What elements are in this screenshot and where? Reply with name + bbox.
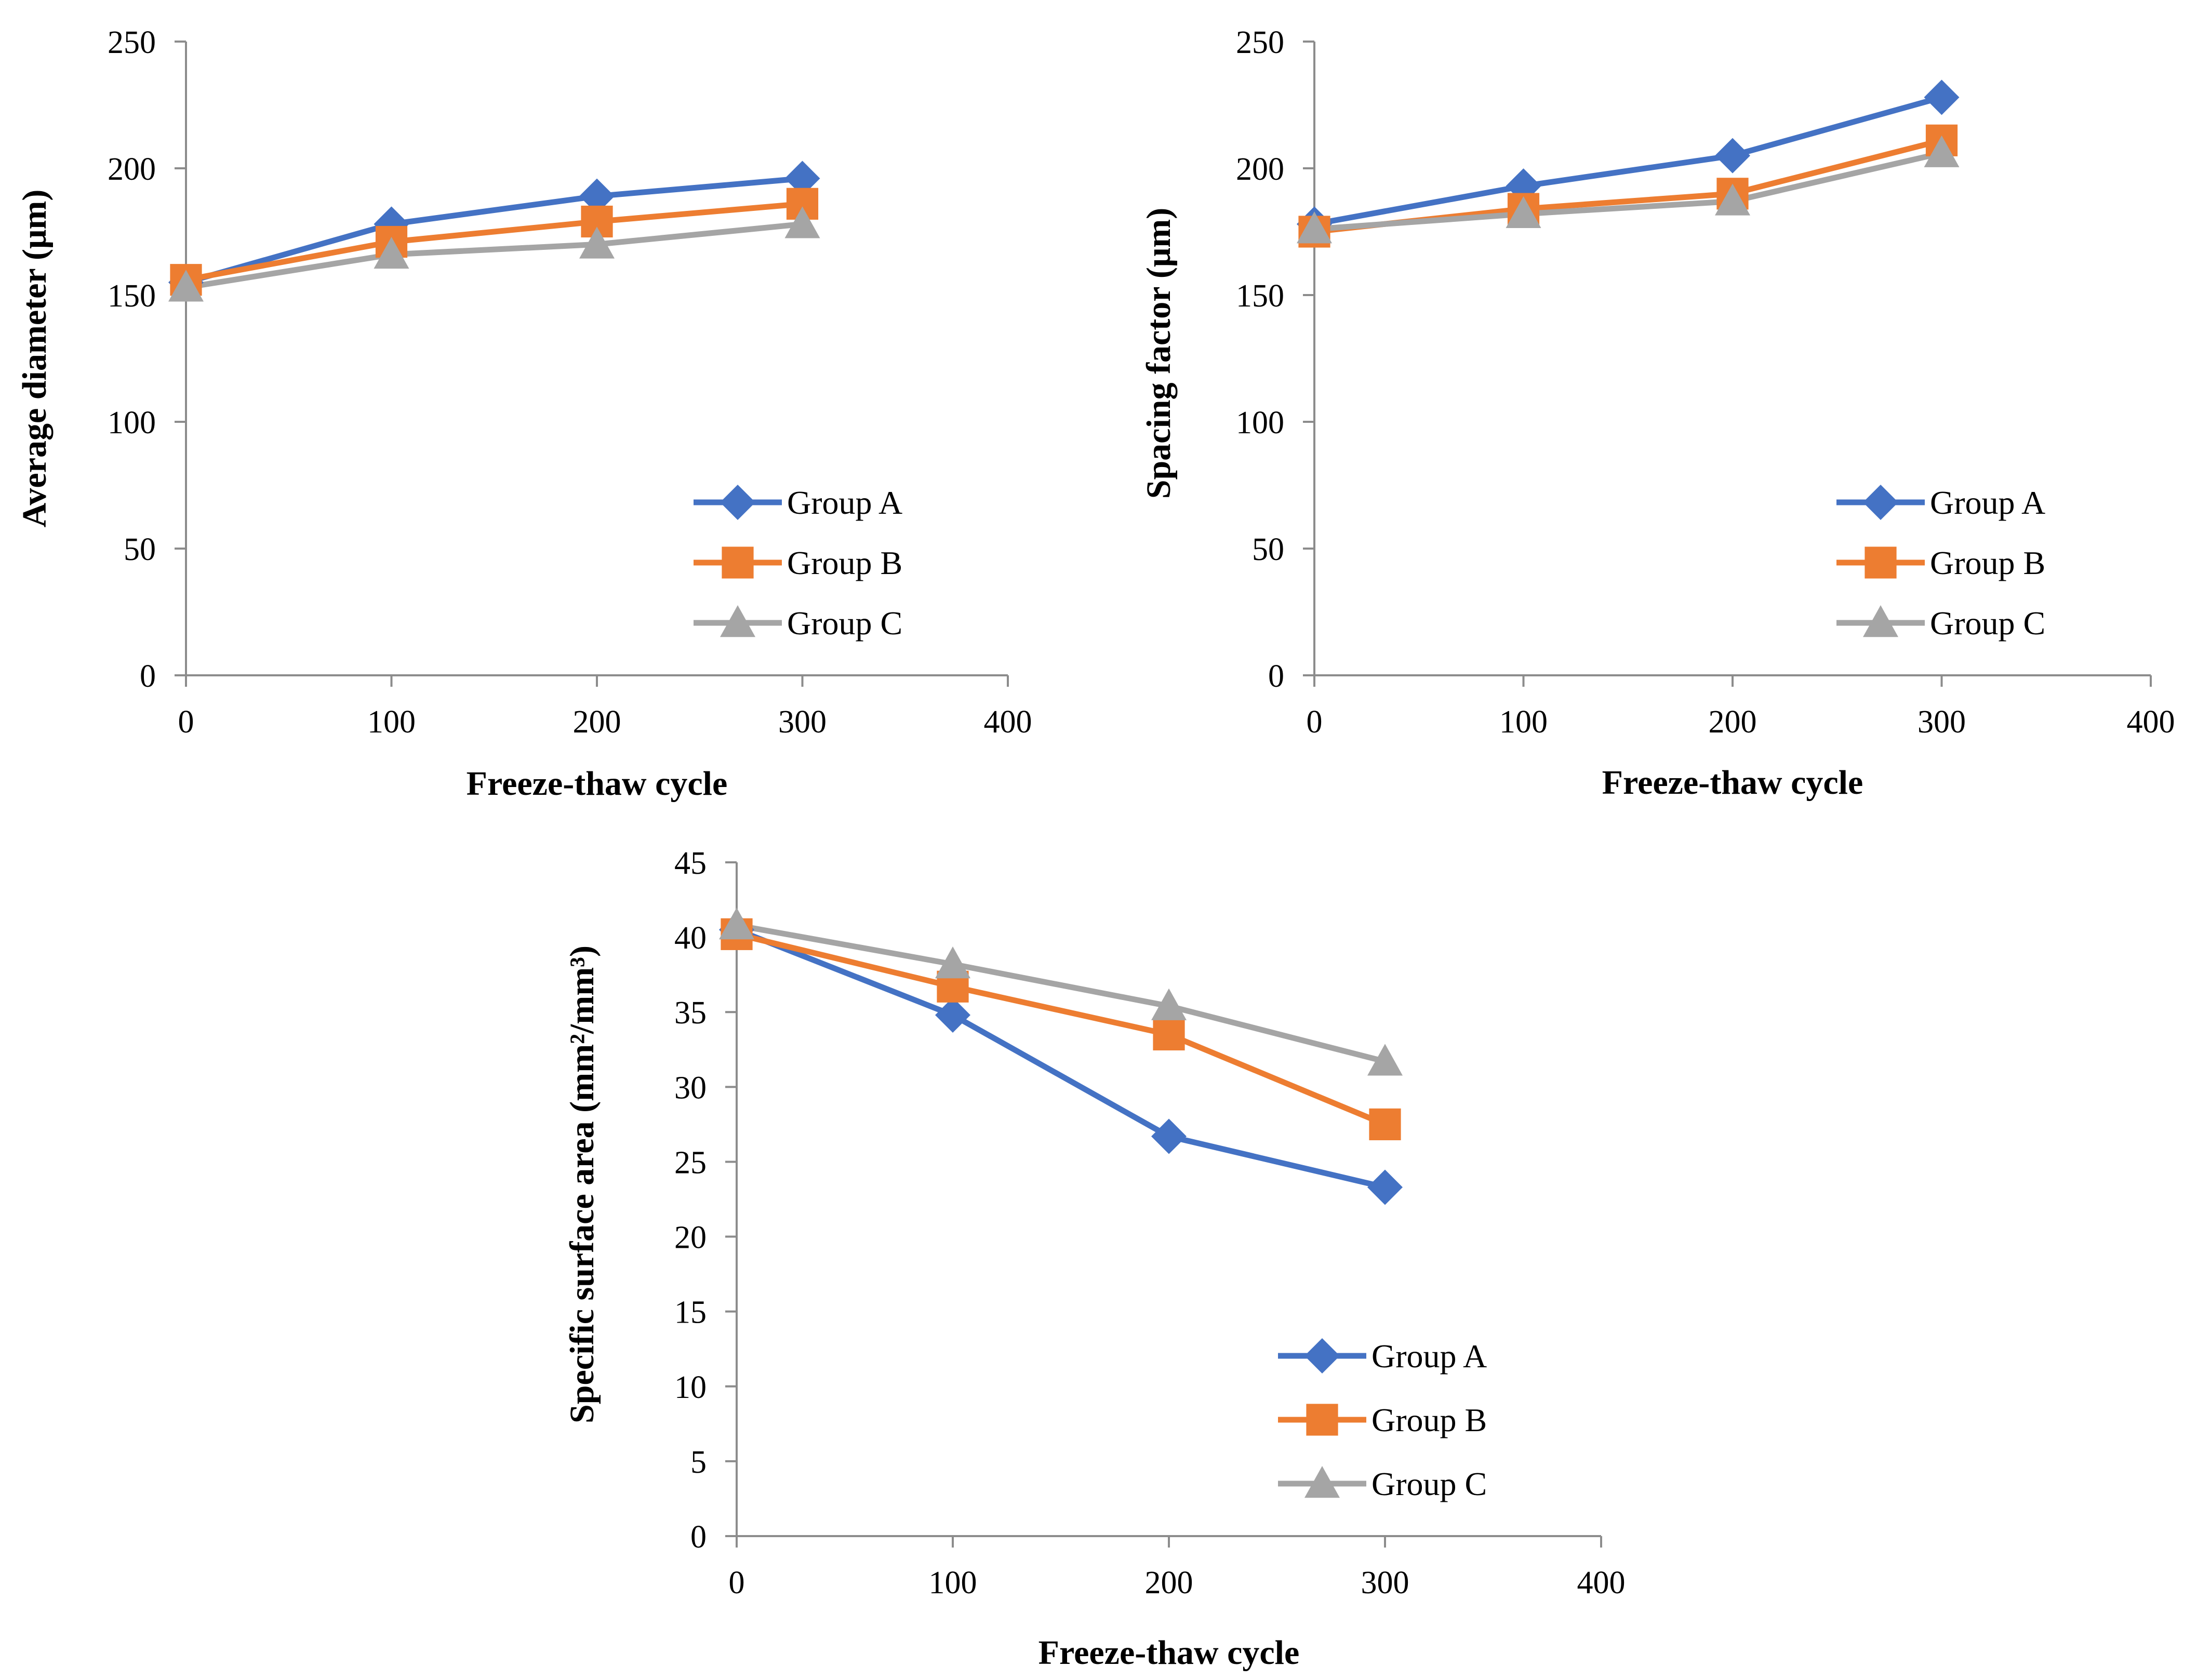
surface-point-group-a xyxy=(1151,1118,1187,1154)
surface-y-axis-label: Specific surface area (mm²/mm³) xyxy=(563,945,601,1423)
surface-x-tick-label: 0 xyxy=(729,1565,745,1601)
spacing-y-tick-label: 150 xyxy=(1236,278,1284,314)
spacing-point-group-c xyxy=(1715,183,1750,216)
spacing-series-line-group-c xyxy=(1314,150,1942,232)
diameter-point-group-c xyxy=(168,270,204,302)
diameter-x-tick-label: 200 xyxy=(573,704,621,740)
surface-series-line-group-b xyxy=(736,931,1387,1127)
diameter-point-group-a xyxy=(579,178,615,214)
legend-label: Group A xyxy=(1372,1338,1487,1375)
diameter-series-line-group-c xyxy=(185,221,803,290)
diameter-x-axis-label: Freeze-thaw cycle xyxy=(467,765,728,803)
spacing-point-group-c xyxy=(1924,135,1960,167)
surface-y-tick-label: 40 xyxy=(674,921,707,956)
legend-marker xyxy=(1304,1466,1340,1498)
spacing-series-line-group-b xyxy=(1314,137,1942,235)
surface-point-group-c xyxy=(1151,988,1187,1020)
spacing-y-tick-label: 200 xyxy=(1236,152,1284,187)
spacing-y-tick-label: 250 xyxy=(1236,25,1284,60)
surface-legend: Group A Group B Group C xyxy=(1278,1338,1487,1502)
spacing-y-axis-label: Spacing factor (μm) xyxy=(1140,208,1178,499)
surface-point-group-c xyxy=(719,908,754,940)
spacing-x-tick-label: 200 xyxy=(1709,704,1757,740)
surface-x-axis-label: Freeze-thaw cycle xyxy=(1038,1634,1300,1672)
diameter-y-tick-label: 250 xyxy=(108,25,156,60)
legend-label: Group A xyxy=(787,484,902,521)
spacing-x-tick-label: 100 xyxy=(1499,704,1548,740)
surface-y-tick-label: 35 xyxy=(674,995,707,1031)
spacing-point-group-c xyxy=(1506,196,1541,229)
legend-marker xyxy=(1863,485,1898,520)
diameter-y-tick-label: 50 xyxy=(124,532,156,567)
surface-y-tick-label: 0 xyxy=(690,1519,707,1555)
spacing-y-tick-label: 50 xyxy=(1252,532,1284,567)
surface-point-group-a xyxy=(1367,1169,1403,1205)
surface-point-group-c xyxy=(935,946,970,979)
legend-marker xyxy=(1865,546,1897,579)
surface-point-group-c xyxy=(1367,1044,1403,1076)
spacing-point-group-c xyxy=(1297,211,1332,244)
surface-y-tick-label: 45 xyxy=(674,846,707,881)
legend-marker xyxy=(722,546,754,579)
spacing-legend: Group A Group B Group C xyxy=(1836,484,2045,642)
diameter-y-tick-label: 200 xyxy=(108,152,156,187)
diameter-point-group-c xyxy=(579,226,615,259)
diameter-point-group-c xyxy=(784,206,820,238)
legend-marker xyxy=(720,485,755,520)
surface-series-line-group-a xyxy=(735,927,1386,1190)
diameter-point-group-c xyxy=(374,236,409,269)
legend-label: Group B xyxy=(1930,544,2045,581)
spacing-x-tick-label: 0 xyxy=(1307,704,1323,740)
surface-y-tick-label: 20 xyxy=(674,1220,707,1256)
diameter-x-tick-label: 0 xyxy=(178,704,194,740)
surface-point-group-b xyxy=(1369,1108,1401,1140)
diameter-y-axis-label: Average diameter (μm) xyxy=(16,190,54,528)
diameter-y-tick-label: 0 xyxy=(140,659,156,694)
surface-y-tick-label: 25 xyxy=(674,1145,707,1180)
diameter-chart: 0 50 100 150 200 250 0 100 200 300 400 Freeze-thaw … xyxy=(16,25,1032,803)
legend-label: Group B xyxy=(1372,1402,1487,1438)
legend-label: Group C xyxy=(1372,1465,1487,1502)
surface-series-line-group-c xyxy=(736,922,1386,1064)
diameter-series-line-group-b xyxy=(185,201,803,283)
diameter-x-tick-label: 300 xyxy=(778,704,827,740)
diameter-x-tick-label: 100 xyxy=(367,704,416,740)
legend-marker xyxy=(720,605,755,637)
surface-y-tick-label: 15 xyxy=(674,1295,707,1330)
diameter-series-line-group-a xyxy=(185,176,803,285)
spacing-x-tick-label: 400 xyxy=(2127,704,2175,740)
spacing-chart: 0 50 100 150 200 250 0 100 200 300 400 Freeze-thaw … xyxy=(1140,25,2175,802)
surface-x-tick-label: 300 xyxy=(1361,1565,1409,1601)
surface-y-tick-label: 5 xyxy=(690,1445,707,1480)
surface-x-tick-label: 100 xyxy=(929,1565,977,1601)
diameter-y-tick-label: 100 xyxy=(108,405,156,441)
surface-y-tick-label: 10 xyxy=(674,1370,707,1405)
legend-marker xyxy=(1304,1338,1340,1374)
legend-label: Group C xyxy=(787,605,902,642)
spacing-point-group-a xyxy=(1715,138,1750,174)
legend-marker xyxy=(1863,605,1898,637)
spacing-y-tick-label: 100 xyxy=(1236,405,1284,441)
spacing-x-tick-label: 300 xyxy=(1918,704,1966,740)
surface-x-tick-label: 200 xyxy=(1145,1565,1193,1601)
diameter-point-group-a xyxy=(784,161,820,196)
diameter-x-tick-label: 400 xyxy=(984,704,1032,740)
spacing-x-axis-label: Freeze-thaw cycle xyxy=(1602,764,1863,802)
surface-point-group-a xyxy=(935,997,970,1033)
spacing-y-tick-label: 0 xyxy=(1268,659,1284,694)
spacing-series-line-group-a xyxy=(1314,95,1942,227)
diameter-y-tick-label: 150 xyxy=(108,278,156,314)
legend-label: Group A xyxy=(1930,484,2045,521)
spacing-point-group-a xyxy=(1924,79,1960,115)
legend-label: Group C xyxy=(1930,605,2045,642)
surface-y-tick-label: 30 xyxy=(674,1070,707,1105)
legend-marker xyxy=(1306,1404,1338,1436)
surface-point-group-b xyxy=(1153,1018,1185,1051)
surface-x-tick-label: 400 xyxy=(1577,1565,1626,1601)
legend-label: Group B xyxy=(787,544,902,581)
surface-chart: 0 5 10 15 20 25 30 35 40 45 0 100 200 300 400 Freeze-th… xyxy=(563,846,1626,1672)
diameter-legend: Group A Group B Group C xyxy=(694,484,902,642)
